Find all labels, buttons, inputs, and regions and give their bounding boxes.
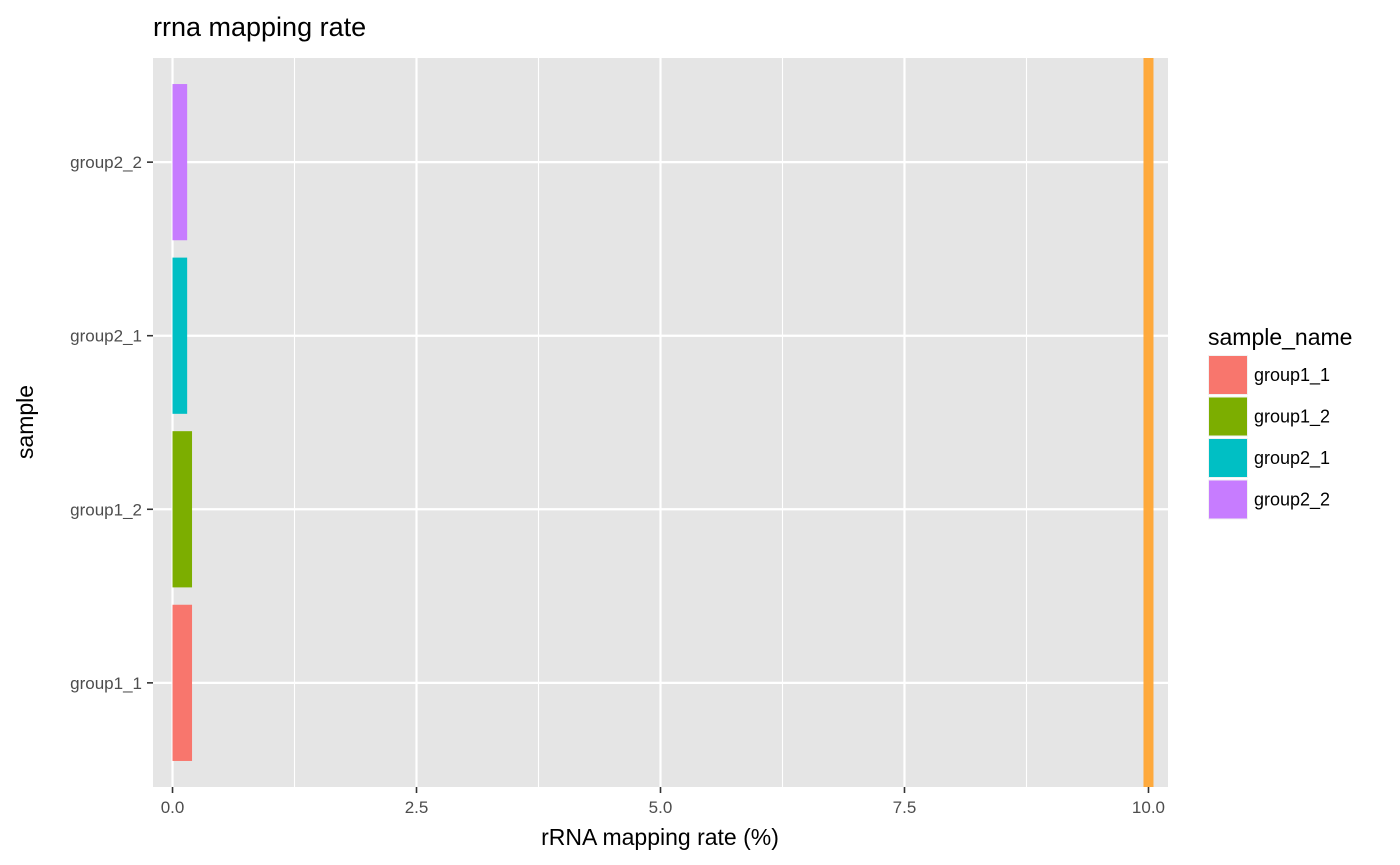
y-tick-label: group2_2 <box>70 153 142 172</box>
bar-group2_1 <box>172 257 188 414</box>
legend: sample_name group1_1 group1_2 group2_1grou… <box>1208 324 1352 520</box>
legend-key-group2_1 <box>1209 439 1247 477</box>
x-tick-label: 7.5 <box>893 798 917 817</box>
x-tick-label: 0.0 <box>161 798 185 817</box>
y-tick-label: group2_1 <box>70 327 142 346</box>
legend-label: group2_1 <box>1254 448 1330 469</box>
x-axis: 0.0 2.5 5.0 7.5 10.0 <box>161 787 1165 817</box>
x-axis-title: rRNA mapping rate (%) <box>541 824 779 850</box>
reference-line-group <box>1143 58 1154 787</box>
bar-group2_2 <box>172 84 188 241</box>
chart-title: rrna mapping rate <box>153 12 366 42</box>
x-tick-label: 5.0 <box>649 798 673 817</box>
bars <box>172 84 193 761</box>
legend-key-group2_2 <box>1209 480 1247 519</box>
legend-label: group1_2 <box>1254 407 1330 428</box>
legend-key-group1_2 <box>1209 397 1247 436</box>
legend-key-group1_1 <box>1209 356 1247 394</box>
y-axis-title: sample <box>12 385 38 459</box>
grid-minor <box>293 58 1028 787</box>
y-tick-label: group1_2 <box>70 500 142 519</box>
y-axis: group1_1 group1_2 group2_1 group2_2 <box>70 153 153 693</box>
x-tick-label: 2.5 <box>405 798 429 817</box>
legend-label: group2_2 <box>1254 490 1330 511</box>
reference-line <box>1143 58 1154 787</box>
bar-group1_1 <box>172 604 193 761</box>
legend-title: sample_name <box>1208 324 1352 350</box>
x-tick-label: 10.0 <box>1132 798 1165 817</box>
legend-label: group1_1 <box>1254 365 1330 386</box>
y-tick-label: group1_1 <box>70 674 142 693</box>
bar-group1_2 <box>172 431 193 588</box>
